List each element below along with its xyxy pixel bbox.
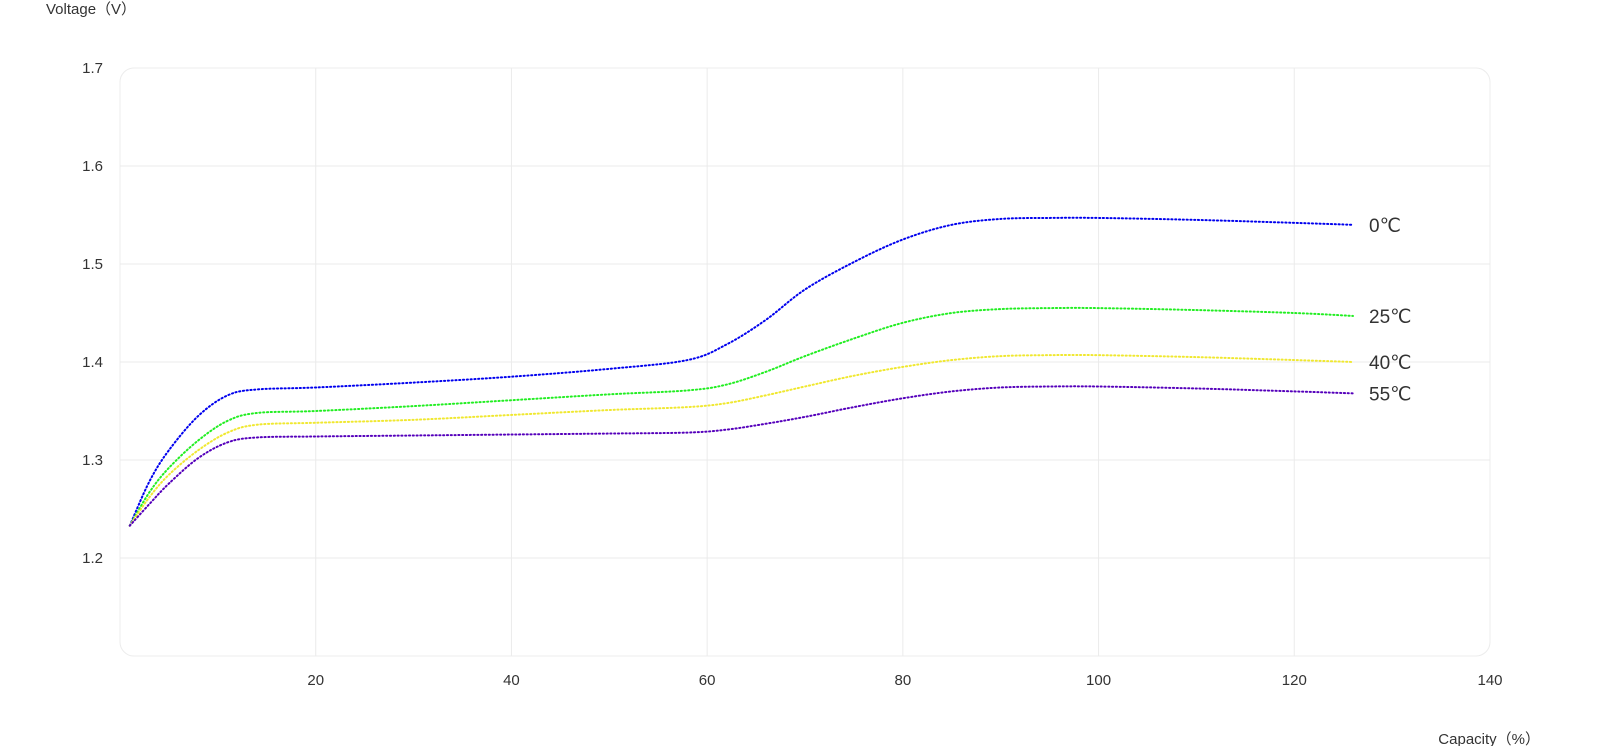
series-label: 0℃ [1369,216,1401,237]
y-tick-label: 1.2 [82,550,103,567]
x-axis-title: Capacity（%） [1438,731,1540,746]
y-axis-title: Voltage（V） [46,1,136,18]
series-line [128,385,1354,527]
y-tick-label: 1.6 [82,158,103,175]
y-tick-label: 1.4 [82,354,103,371]
series-line [128,306,1354,527]
grid [120,68,1490,656]
y-axis-ticks: 1.2 1.3 1.4 1.5 1.6 1.7 [82,60,103,567]
x-tick-label: 80 [895,672,912,689]
series-group [128,216,1354,527]
y-tick-label: 1.7 [82,60,103,77]
y-tick-label: 1.5 [82,256,103,273]
x-tick-label: 40 [503,672,520,689]
x-axis-ticks: 20 40 60 80 100 120 140 [307,672,1502,689]
x-tick-label: 140 [1477,672,1502,689]
x-tick-label: 100 [1086,672,1111,689]
series-labels: 0℃ 25℃ 40℃ 55℃ [1369,216,1411,406]
series-label: 40℃ [1369,353,1411,374]
x-tick-label: 120 [1282,672,1307,689]
series-line [128,216,1354,527]
series-line [128,353,1354,527]
plot-frame [119,67,1491,657]
series-label: 25℃ [1369,307,1411,328]
series-label: 55℃ [1369,384,1411,405]
x-tick-label: 60 [699,672,716,689]
x-tick-label: 20 [307,672,324,689]
y-tick-label: 1.3 [82,452,103,469]
